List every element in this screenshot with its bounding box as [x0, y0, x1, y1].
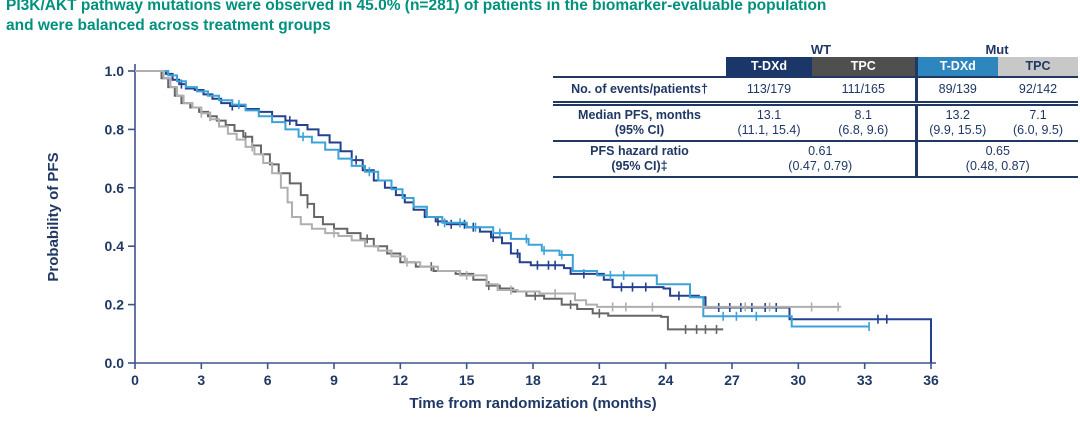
median-mut-tdxd: 13.2 (9.9, 15.5)	[914, 103, 998, 142]
x-tick-label: 3	[197, 372, 205, 388]
x-tick-label: 18	[525, 372, 541, 388]
table-corner-empty	[553, 41, 726, 57]
x-tick-label: 36	[923, 372, 939, 388]
table-header-empty	[553, 57, 726, 78]
col-header-wt-tdxd: T-DXd	[726, 57, 812, 78]
events-wt-tpc: 111/165	[812, 77, 916, 106]
events-wt-tdxd: 113/179	[726, 77, 812, 106]
x-tick-label: 0	[131, 372, 139, 388]
y-axis-label: Probability of PFS	[45, 152, 62, 281]
stats-table: WT Mut T-DXd TPC T-DXd TPC No. of events…	[553, 41, 1079, 178]
x-tick-label: 15	[459, 372, 475, 388]
y-tick-label: 0.0	[105, 355, 125, 371]
median-label-line2: (95% CI)	[614, 123, 665, 137]
x-tick-label: 21	[592, 372, 608, 388]
col-header-mut-tdxd: T-DXd	[914, 57, 998, 78]
group-header-mut: Mut	[985, 41, 1009, 57]
x-tick-label: 33	[857, 372, 873, 388]
row-label-median-pfs: Median PFS, months (95% CI)	[553, 103, 726, 142]
events-mut-tpc: 92/142	[998, 77, 1079, 106]
curve-mut-tpc	[135, 70, 842, 312]
median-label-line1: Median PFS, months	[578, 108, 701, 122]
row-label-hazard-ratio: PFS hazard ratio (95% CI)‡	[553, 141, 726, 178]
y-tick-label: 1.0	[105, 63, 125, 79]
title-line-1: PI3K/AKT pathway mutations were observed…	[6, 0, 827, 14]
y-tick-label: 0.6	[105, 180, 125, 196]
group-header-wt: WT	[810, 41, 832, 57]
row-label-events: No. of events/patients†	[553, 77, 726, 106]
curve-wt-tpc	[135, 70, 724, 334]
y-tick-label: 0.4	[105, 238, 125, 254]
x-tick-label: 9	[330, 372, 338, 388]
median-mut-tpc: 7.1 (6.0, 9.5)	[998, 103, 1079, 142]
page-title: PI3K/AKT pathway mutations were observed…	[6, 0, 826, 36]
events-mut-tdxd: 89/139	[914, 77, 998, 106]
median-wt-tdxd: 13.1 (11.1, 15.4)	[726, 103, 812, 142]
col-header-wt-tpc: TPC	[812, 57, 916, 78]
x-tick-label: 6	[264, 372, 272, 388]
col-header-mut-tpc: TPC	[998, 57, 1079, 78]
km-step-line-mut-tdxd	[135, 70, 870, 328]
y-tick-label: 0.2	[105, 297, 125, 313]
axes: 0 3 6 9 12 15 18 21 24 27 30 33 360.00.20.40.60.81.0	[105, 63, 939, 388]
hr-label-line1: PFS hazard ratio	[590, 144, 689, 158]
hr-label-line2: (95% CI)‡	[611, 159, 668, 173]
hazard-ratio-wt: 0.61 (0.47, 0.79)	[726, 141, 916, 178]
hazard-ratio-mut: 0.65 (0.48, 0.87)	[914, 141, 1079, 178]
title-line-2: and were balanced across treatment group…	[6, 17, 331, 34]
y-tick-label: 0.8	[105, 121, 125, 137]
curve-mut-tdxd	[135, 70, 870, 331]
x-tick-label: 12	[393, 372, 409, 388]
x-tick-label: 30	[791, 372, 807, 388]
median-wt-tpc: 8.1 (6.8, 9.6)	[812, 103, 916, 142]
km-step-line-wt-tpc	[135, 70, 724, 331]
x-tick-label: 27	[724, 372, 740, 388]
x-tick-label: 24	[658, 372, 674, 388]
x-axis-label: Time from randomization (months)	[409, 395, 656, 412]
km-step-line-mut-tpc	[135, 70, 842, 308]
